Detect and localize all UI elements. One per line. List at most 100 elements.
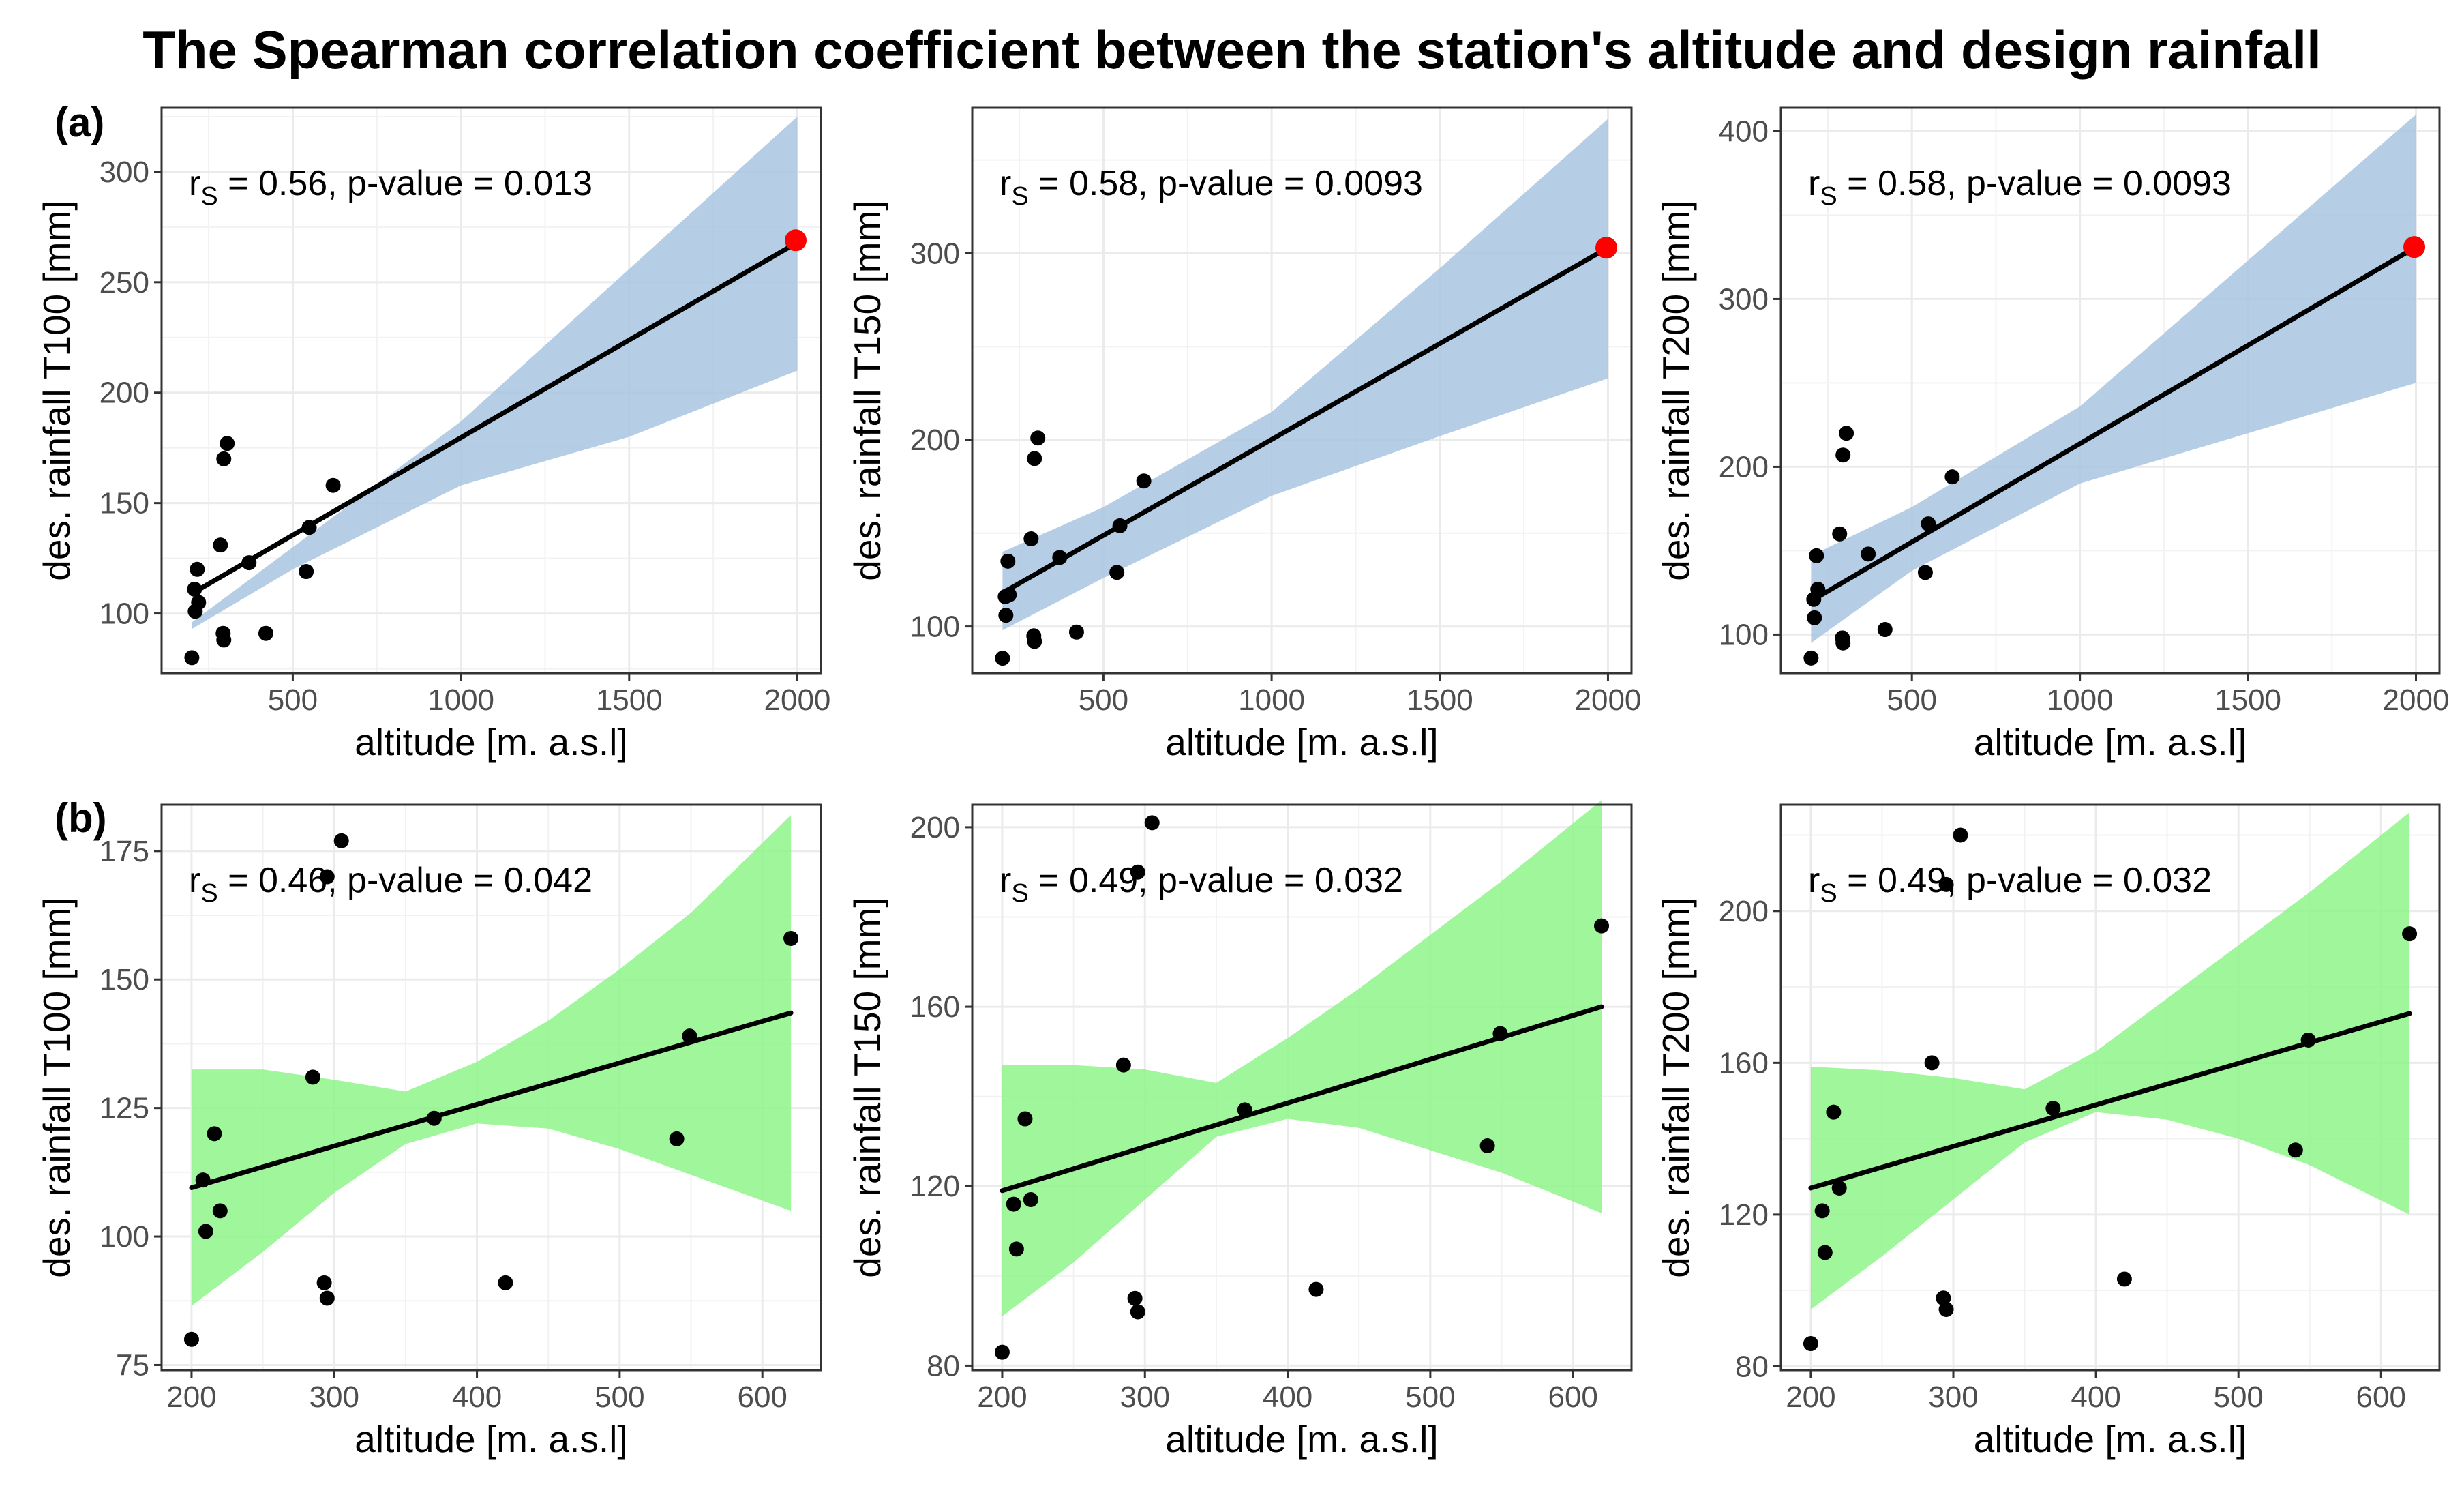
- x-axis-label: altitude [m. a.s.l]: [355, 721, 627, 763]
- x-tick-label: 300: [1120, 1380, 1170, 1414]
- x-tick-label: 500: [2213, 1380, 2263, 1414]
- data-point: [1144, 815, 1160, 831]
- data-point: [1109, 565, 1125, 580]
- highlight-point: [784, 229, 807, 252]
- data-point: [319, 869, 335, 885]
- x-tick-label: 600: [1548, 1380, 1597, 1414]
- confidence-band: [191, 815, 792, 1306]
- data-point: [2116, 1271, 2132, 1287]
- data-point: [1803, 650, 1819, 666]
- data-point: [1826, 1104, 1842, 1120]
- y-tick-label: 100: [100, 1220, 149, 1254]
- x-tick-label: 200: [1786, 1380, 1835, 1414]
- data-point: [1835, 447, 1851, 463]
- scatter-panel: 500 1000 1500 2000 100 150 200 250 300 altitude […: [35, 100, 830, 763]
- data-point: [669, 1131, 685, 1146]
- data-point: [1835, 635, 1851, 651]
- x-tick-label: 1500: [2214, 683, 2281, 717]
- scatter-panel: 200 300 400 500 600 75 100 125 150 175 altitude [m…: [35, 795, 822, 1460]
- data-point: [998, 608, 1014, 623]
- annotation-subscript: S: [1011, 182, 1028, 211]
- annotation-r: r: [1000, 164, 1011, 203]
- data-point: [220, 436, 235, 451]
- data-point: [1594, 918, 1610, 934]
- y-axis-label: des. rainfall T100 [mm]: [35, 897, 78, 1277]
- regression-line: [189, 1010, 794, 1190]
- spearman-annotation: rS = 0.56, p-value = 0.013: [189, 164, 592, 211]
- data-point: [1308, 1281, 1324, 1297]
- data-point: [994, 1344, 1010, 1360]
- data-point: [216, 632, 232, 648]
- data-point: [1115, 1057, 1131, 1073]
- annotation-subscript: S: [200, 182, 217, 211]
- x-tick-label: 1000: [2047, 683, 2114, 717]
- data-point: [1017, 1111, 1033, 1127]
- x-tick-label: 1500: [596, 683, 663, 717]
- plot-border: [971, 106, 1633, 675]
- y-tick-label: 300: [910, 237, 960, 270]
- highlight-point: [2403, 236, 2426, 258]
- data-point: [213, 537, 228, 553]
- annotation-r: r: [189, 164, 200, 203]
- data-point: [1924, 1055, 1940, 1071]
- annotation-text: = 0.49, p-value = 0.032: [1029, 861, 1403, 900]
- annotation-subscript: S: [1820, 879, 1837, 908]
- y-tick-label: 80: [927, 1349, 960, 1382]
- regression-line: [1808, 1011, 2412, 1191]
- data-point: [316, 1275, 332, 1290]
- spearman-annotation: rS = 0.49, p-value = 0.032: [1000, 861, 1403, 908]
- annotation-r: r: [1808, 164, 1820, 203]
- x-tick-label: 600: [2356, 1380, 2406, 1414]
- data-point: [1030, 430, 1046, 446]
- data-point: [1936, 1290, 1951, 1306]
- data-point: [1000, 553, 1016, 569]
- spearman-annotation: rS = 0.49, p-value = 0.032: [1808, 861, 2212, 908]
- plot-border: [1779, 106, 2441, 675]
- y-tick-label: 160: [1719, 1046, 1769, 1080]
- y-tick-label: 400: [1719, 115, 1769, 148]
- data-point: [333, 833, 349, 848]
- data-point: [1817, 1245, 1833, 1260]
- y-tick-label: 120: [1719, 1198, 1769, 1232]
- panel-label: (b): [55, 795, 107, 841]
- x-tick-label: 200: [977, 1380, 1027, 1414]
- annotation-subscript: S: [1011, 879, 1028, 908]
- y-axis-label: des. rainfall T200 [mm]: [1655, 897, 1697, 1277]
- data-point: [498, 1275, 513, 1290]
- plot-border: [160, 106, 822, 675]
- annotation-r: r: [1808, 861, 1820, 900]
- x-axis-label: altitude [m. a.s.l]: [355, 1418, 627, 1460]
- data-point: [1938, 876, 1954, 892]
- x-tick-label: 500: [268, 683, 318, 717]
- scatter-panel: 500 1000 1500 2000 100 200 300 altitude [m. a.s…: [846, 106, 1642, 763]
- y-tick-label: 80: [1735, 1350, 1769, 1383]
- data-point: [1861, 546, 1876, 562]
- data-point: [1479, 1138, 1495, 1154]
- data-point: [1803, 1336, 1818, 1352]
- data-point: [1006, 1196, 1021, 1212]
- x-tick-label: 500: [595, 1380, 644, 1414]
- x-axis-label: altitude [m. a.s.l]: [1974, 721, 2247, 763]
- y-tick-label: 200: [1719, 450, 1769, 484]
- x-tick-label: 2000: [1575, 683, 1642, 717]
- data-point: [1944, 469, 1960, 485]
- plot-border: [971, 803, 1633, 1372]
- data-point: [216, 451, 232, 466]
- spearman-annotation: rS = 0.58, p-value = 0.0093: [1000, 164, 1423, 211]
- data-point: [299, 564, 314, 580]
- regression-line: [1000, 1004, 1604, 1194]
- data-point: [1814, 1203, 1830, 1219]
- data-point: [1023, 1191, 1038, 1207]
- y-tick-label: 125: [100, 1092, 149, 1125]
- x-tick-label: 500: [1405, 1380, 1455, 1414]
- annotation-text: = 0.49, p-value = 0.032: [1837, 861, 2212, 900]
- annotation-text: = 0.58, p-value = 0.0093: [1029, 164, 1423, 203]
- data-point: [1027, 634, 1042, 649]
- data-point: [1807, 610, 1822, 625]
- spearman-annotation: rS = 0.58, p-value = 0.0093: [1808, 164, 2232, 211]
- x-tick-label: 1500: [1407, 683, 1473, 717]
- annotation-text: = 0.56, p-value = 0.013: [218, 164, 592, 203]
- data-point: [198, 1224, 213, 1239]
- data-point: [190, 561, 205, 577]
- figure-title: The Spearman correlation coefficient bet…: [142, 20, 2322, 80]
